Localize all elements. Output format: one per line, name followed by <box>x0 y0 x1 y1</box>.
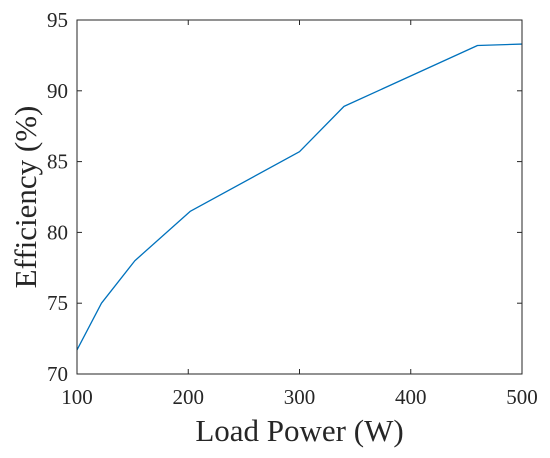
y-axis-title: Efficiency (%) <box>8 106 43 289</box>
x-tick-label: 200 <box>173 385 205 409</box>
plot-area <box>76 43 523 351</box>
y-tick-label: 85 <box>47 150 68 174</box>
x-tick-label: 300 <box>284 385 316 409</box>
plot-frame <box>76 19 523 375</box>
y-tick-label: 95 <box>47 8 68 32</box>
y-tick-label: 90 <box>47 79 68 103</box>
axis-labels: Load Power (W) Efficiency (%) <box>8 106 404 448</box>
x-tick-label: 100 <box>61 385 93 409</box>
axes: 100 200 300 400 500 70 75 80 85 90 95 <box>47 8 538 409</box>
y-tick-label: 75 <box>47 291 68 315</box>
x-axis-title: Load Power (W) <box>195 413 403 448</box>
x-tick-label: 400 <box>395 385 427 409</box>
efficiency-series-line <box>76 43 523 351</box>
x-tick-label: 500 <box>506 385 538 409</box>
y-tick-label: 70 <box>47 362 68 386</box>
y-tick-label: 80 <box>47 220 68 244</box>
